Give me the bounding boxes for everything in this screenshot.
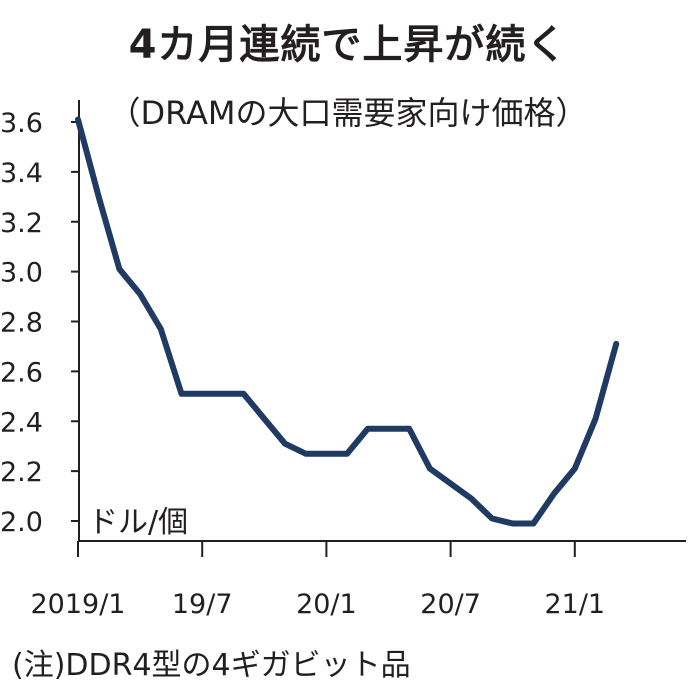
y-tick-label: 3.6 bbox=[0, 108, 43, 139]
y-axis: 2.0 2.2 2.4 2.6 2.8 3.0 3.2 3.4 3.6 bbox=[0, 100, 80, 541]
unit-label: ドル/個 bbox=[88, 505, 188, 540]
series-layer bbox=[75, 116, 620, 527]
y-tick-label: 3.2 bbox=[0, 208, 43, 239]
series-line bbox=[75, 116, 620, 527]
y-tick-label: 3.4 bbox=[0, 158, 43, 189]
x-tick-label: 20/1 bbox=[296, 589, 357, 620]
chart-title: 4カ月連続で上昇が続く bbox=[128, 22, 568, 68]
x-tick-label: 19/7 bbox=[172, 589, 233, 620]
y-tick-label: 2.0 bbox=[0, 507, 43, 538]
x-tick-label: 21/1 bbox=[544, 589, 605, 620]
chart-subtitle: （DRAMの大口需要家向け価格） bbox=[108, 94, 588, 132]
y-tick-label: 2.4 bbox=[0, 407, 43, 438]
y-tick-label: 2.8 bbox=[0, 308, 43, 339]
y-tick-label: 3.0 bbox=[0, 258, 43, 289]
y-tick-label: 2.6 bbox=[0, 357, 43, 388]
x-tick-label: 20/7 bbox=[420, 589, 481, 620]
x-axis: 2019/1 19/7 20/1 20/7 21/1 bbox=[31, 540, 686, 620]
y-tick-label: 2.2 bbox=[0, 457, 43, 488]
x-tick-label: 2019/1 bbox=[31, 589, 126, 620]
chart-note: (注)DDR4型の4ギガビット品 bbox=[12, 648, 411, 683]
